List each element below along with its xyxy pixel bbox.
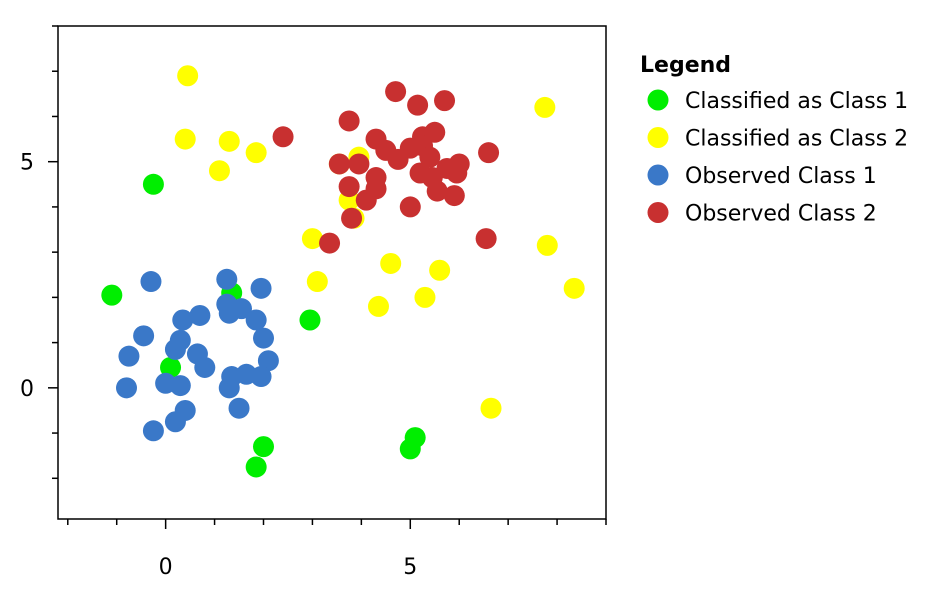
- data-point: [101, 284, 123, 306]
- data-point: [140, 271, 162, 293]
- data-point: [385, 81, 407, 103]
- data-point: [414, 286, 436, 308]
- y-tick-label: 5: [20, 151, 34, 176]
- data-point: [189, 304, 211, 326]
- data-point: [250, 277, 272, 299]
- data-point: [216, 268, 238, 290]
- data-point: [118, 345, 140, 367]
- y-tick-label: 0: [20, 377, 34, 402]
- data-point: [306, 271, 328, 293]
- data-point: [299, 309, 321, 331]
- data-point: [419, 146, 441, 168]
- legend-item: Observed Class 2: [647, 202, 877, 227]
- data-point: [319, 232, 341, 254]
- data-point: [142, 420, 164, 442]
- data-point: [169, 375, 191, 397]
- legend-label: Observed Class 1: [685, 164, 877, 189]
- legend-marker: [647, 164, 669, 186]
- data-point: [338, 176, 360, 198]
- legend-item: Classified as Class 1: [647, 89, 908, 114]
- data-point: [194, 356, 216, 378]
- data-point: [480, 397, 502, 419]
- data-point: [367, 295, 389, 317]
- data-point: [169, 329, 191, 351]
- data-point: [426, 180, 448, 202]
- data-point: [348, 153, 370, 175]
- data-point: [434, 90, 456, 112]
- data-point: [253, 327, 274, 349]
- data-point: [407, 94, 429, 116]
- data-point: [429, 259, 451, 281]
- data-point: [208, 160, 230, 182]
- data-point: [245, 142, 267, 164]
- data-point: [250, 366, 272, 388]
- data-point: [338, 110, 360, 132]
- legend: Legend Classified as Class 1 Classified as…: [640, 53, 908, 227]
- data-point: [365, 167, 387, 189]
- data-point: [172, 309, 194, 331]
- plot-frame: [57, 25, 607, 520]
- data-point: [116, 377, 137, 399]
- data-point: [160, 356, 182, 378]
- data-point: [341, 207, 363, 229]
- series-1: [101, 173, 426, 478]
- legend-marker: [647, 202, 669, 223]
- data-point: [475, 228, 497, 250]
- data-point: [478, 142, 500, 164]
- data-point: [257, 350, 279, 372]
- legend-marker: [647, 127, 669, 148]
- data-point: [536, 234, 558, 256]
- data-point: [424, 121, 446, 143]
- legend-marker: [647, 89, 669, 111]
- data-point: [133, 325, 155, 347]
- data-point: [245, 456, 267, 478]
- data-point: [399, 438, 421, 460]
- data-point: [380, 252, 402, 274]
- series-3: [116, 268, 279, 442]
- data-point: [399, 196, 421, 218]
- data-point: [218, 130, 240, 152]
- legend-item: Classified as Class 2: [647, 127, 908, 152]
- y-axis: 05: [20, 25, 58, 480]
- data-point: [174, 399, 196, 421]
- legend-item: Observed Class 1: [647, 164, 877, 189]
- data-point: [228, 397, 250, 419]
- data-point: [272, 126, 294, 148]
- data-point: [301, 228, 323, 250]
- data-point: [174, 128, 196, 150]
- legend-label: Classified as Class 2: [685, 127, 908, 152]
- data-point: [245, 309, 267, 331]
- x-tick-label: 0: [159, 555, 173, 580]
- data-point: [443, 185, 465, 207]
- legend-label: Classified as Class 1: [685, 89, 908, 114]
- data-point: [230, 298, 252, 320]
- data-point: [534, 96, 556, 118]
- data-point: [253, 436, 274, 458]
- data-point: [563, 277, 585, 299]
- data-point: [177, 65, 199, 87]
- data-point: [142, 173, 164, 195]
- legend-label: Observed Class 2: [685, 202, 877, 227]
- data-point: [448, 153, 470, 175]
- x-tick-label: 5: [403, 555, 417, 580]
- data-point: [328, 153, 350, 175]
- plot-points: [101, 65, 585, 478]
- legend-title: Legend: [640, 53, 731, 78]
- series-4: [272, 81, 500, 254]
